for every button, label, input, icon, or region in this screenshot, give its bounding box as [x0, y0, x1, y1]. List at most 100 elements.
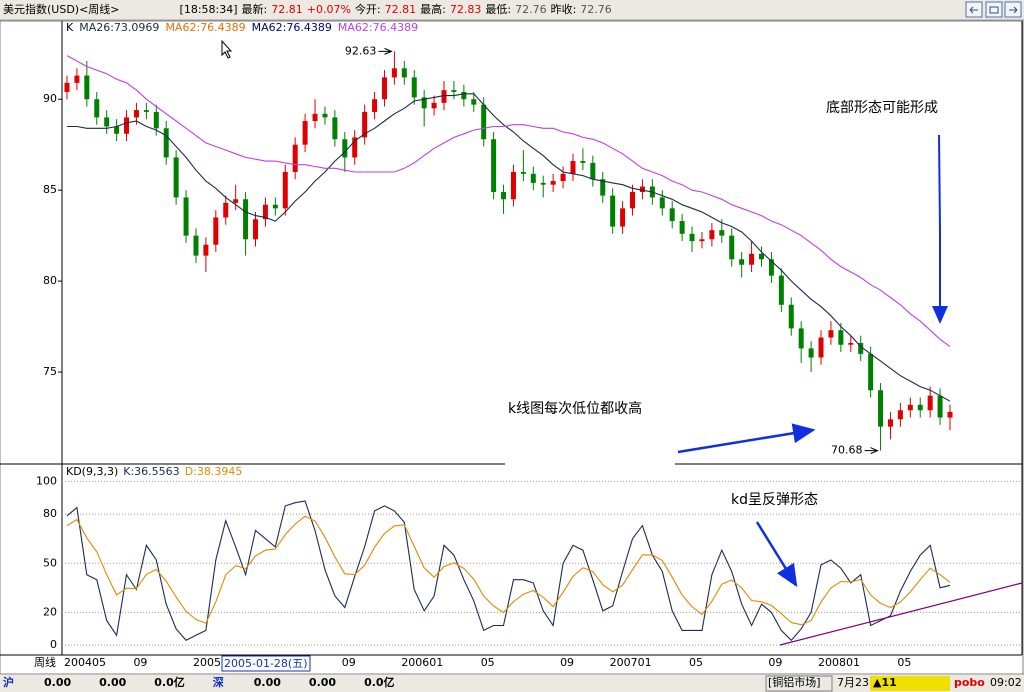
candle-body	[332, 117, 338, 140]
status-date: 7月23	[837, 676, 869, 689]
candle-body	[639, 186, 645, 192]
status-item: 0.00	[254, 676, 281, 689]
legend-entry: K:36.5563	[123, 465, 179, 478]
annotation-box	[728, 487, 898, 557]
candle-body	[540, 182, 546, 185]
candle-body	[74, 75, 80, 83]
candle-body	[133, 110, 139, 118]
candle-body	[441, 90, 447, 103]
candle-body	[630, 191, 636, 209]
status-item: 沪	[3, 675, 14, 689]
candle-body	[887, 419, 893, 427]
candle-body	[808, 348, 814, 358]
candle-body	[114, 126, 120, 134]
market-box	[765, 675, 833, 692]
status-item: 0.00	[99, 676, 126, 689]
candle-body	[858, 342, 864, 354]
candle-body	[491, 139, 497, 192]
y-tick-label: 0	[50, 638, 57, 651]
y-tick-label: 75	[43, 365, 57, 378]
quote-label: 最新:	[242, 2, 268, 16]
candle-body	[749, 253, 755, 265]
candle-body	[302, 121, 308, 145]
status-market: [铜铝市场]	[768, 675, 821, 689]
candle-body	[778, 275, 784, 305]
candle-body	[203, 244, 209, 256]
x-tick-label: 200701	[610, 656, 652, 669]
candle-body	[739, 259, 745, 265]
arrow	[932, 134, 948, 324]
series-line	[66, 515, 951, 626]
button[interactable]	[985, 1, 1003, 18]
candle-body	[94, 99, 100, 118]
candle-body	[768, 259, 774, 276]
candle-body	[243, 199, 249, 240]
status-alerts: ▲11	[873, 676, 897, 689]
candle-body	[431, 102, 437, 109]
candle-body	[153, 111, 159, 129]
candle-body	[411, 77, 417, 98]
candle-body	[709, 230, 715, 240]
legend-entry: D:38.3945	[185, 465, 243, 478]
candle-body	[838, 330, 844, 345]
status-time: 09:02	[990, 676, 1022, 689]
quote-value: 72.81	[385, 3, 417, 16]
candle-body	[788, 304, 794, 329]
candle-body	[183, 197, 189, 236]
x-axis-title: 周线	[34, 655, 56, 669]
panel-title: KD(9,3,3)	[66, 465, 118, 478]
candle-body	[381, 77, 387, 100]
candle-body	[798, 328, 804, 349]
candle-body	[451, 90, 457, 92]
x-tick-label: 09	[560, 656, 574, 669]
candle-body	[391, 68, 397, 78]
candle-body	[530, 173, 536, 183]
x-tick-label: 05	[689, 656, 703, 669]
candle-body	[64, 82, 70, 92]
candle-body	[223, 202, 229, 218]
candle-body	[600, 179, 606, 196]
x-tick-label: 200601	[401, 656, 443, 669]
x-tick-label: 200405	[64, 656, 106, 669]
series-line	[66, 500, 951, 642]
candle-body	[610, 195, 616, 227]
x-tick-label: 09	[768, 656, 782, 669]
candle-body	[570, 161, 576, 174]
quote-label: 最低:	[485, 3, 511, 16]
status-item: 0.0亿	[154, 675, 185, 689]
annotation-boxes	[505, 95, 983, 557]
y-tick-label: 80	[43, 507, 57, 520]
status-item: 深	[213, 675, 224, 689]
candle-body	[947, 411, 953, 418]
quote-label: 最高:	[420, 2, 446, 16]
x-tick-label: 09	[133, 656, 147, 669]
arrow	[677, 423, 816, 454]
candle-body	[689, 233, 695, 242]
candle-body	[173, 157, 179, 198]
header-bar	[0, 0, 1024, 20]
annotation-box	[505, 395, 675, 465]
annotation: 底部形态可能形成	[826, 100, 938, 116]
candle-body	[401, 68, 407, 78]
plot-layer: [18:58:34] 最新: 72.81 +0.07% 今开: 72.81 最高: 72.83…	[3, 2, 1022, 692]
candle-body	[342, 139, 348, 158]
y-tick-label: 20	[43, 605, 57, 618]
cursor-date: 2005-01-28(五)	[224, 657, 308, 670]
quote-time: [18:58:34]	[180, 3, 238, 16]
series-line	[67, 93, 951, 402]
x-tick-label: 09	[342, 656, 356, 669]
candle-body	[510, 171, 516, 200]
candle-body	[253, 219, 259, 240]
candle-body	[163, 128, 169, 158]
window-buttons[interactable]	[965, 1, 1022, 18]
status-brand: pobo	[954, 676, 985, 689]
arrow	[755, 521, 798, 588]
x-tick-label: 20050	[193, 656, 228, 669]
y-tick-label: 50	[43, 556, 57, 569]
y-tick-label: 90	[43, 92, 57, 105]
candle-body	[828, 330, 834, 338]
candle-body	[421, 97, 427, 109]
quote-label: 昨收:	[551, 2, 577, 16]
